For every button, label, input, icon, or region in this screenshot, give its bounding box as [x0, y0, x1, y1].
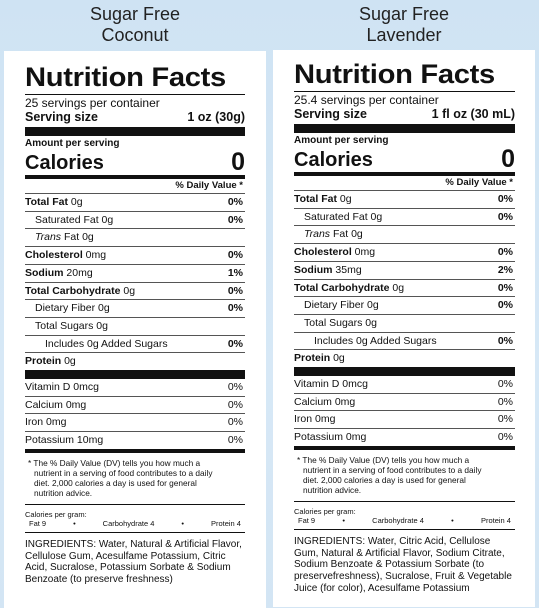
nutrient-row-protein: Protein 0g [25, 352, 245, 370]
daily-value-footnote: * The % Daily Value (DV) tells you how m… [28, 457, 213, 498]
calories-label: Calories [25, 152, 104, 174]
calories-value: 0 [501, 145, 515, 173]
nutrient-row-trans-fat: Trans Fat 0g [294, 225, 515, 243]
calories-per-gram-label: Calories per gram: [25, 509, 87, 519]
nutrient-row-total-sugars: Total Sugars 0g [25, 316, 245, 335]
product-title-line2: Coconut [101, 25, 169, 45]
nutrient-list: Total Fat 0g 0% Saturated Fat 0g 0% Trans … [25, 193, 245, 370]
bullet: • [181, 518, 184, 528]
nutrient-row-sodium: Sodium 20mg 1% [25, 263, 245, 282]
product-title: Sugar Free Coconut [4, 0, 266, 48]
vitamin-row-calcium: Calcium 0mg 0% [294, 392, 515, 411]
amount-per-serving: Amount per serving [25, 138, 120, 149]
nutrition-label: Nutrition Facts 25.4 servings per contai… [273, 50, 535, 607]
calories-per-gram-label: Calories per gram: [294, 506, 356, 516]
vitamin-row-iron: Iron 0mg 0% [25, 413, 245, 431]
cpg-carbohydrate: Carbohydrate 4 [102, 518, 155, 528]
ingredients-text: INGREDIENTS: Water, Natural & Artificial… [25, 538, 242, 586]
nutrition-label: Nutrition Facts 25 servings per containe… [4, 51, 266, 608]
daily-value-header: % Daily Value * [175, 180, 243, 191]
serving-size-label: Serving size [294, 107, 367, 121]
vitamin-list: Vitamin D 0mcg 0% Calcium 0mg 0% Iron 0mg 0… [294, 376, 515, 446]
daily-value-footnote: * The % Daily Value (DV) tells you how m… [297, 454, 482, 495]
calories-per-gram-values: Fat 9 • Carbohydrate 4 • Protein 4 [25, 519, 245, 529]
nutrient-row-dietary-fiber: Dietary Fiber 0g 0% [294, 296, 515, 314]
nutrient-row-sodium: Sodium 35mg 2% [294, 260, 515, 279]
divider-thick [294, 367, 515, 377]
calories-label: Calories [294, 149, 373, 171]
nutrient-row-total-sugars: Total Sugars 0g [294, 313, 515, 332]
nutrient-row-cholesterol: Cholesterol 0mg 0% [294, 243, 515, 261]
bullet: • [342, 515, 345, 525]
product-title: Sugar Free Lavender [273, 0, 535, 48]
bullet: • [73, 518, 76, 528]
divider-thick [25, 370, 245, 380]
calories-row: Calories 0 [294, 147, 515, 172]
amount-per-serving: Amount per serving [294, 135, 389, 146]
nutrient-row-total-fat: Total Fat 0g 0% [294, 190, 515, 208]
cpg-fat: Fat 9 [298, 515, 316, 525]
cpg-protein: Protein 4 [480, 515, 511, 525]
divider-thick [294, 124, 515, 133]
divider [294, 91, 515, 92]
nutrition-facts-heading: Nutrition Facts [25, 62, 226, 92]
divider [25, 94, 245, 95]
nutrient-list: Total Fat 0g 0% Saturated Fat 0g 0% Trans … [294, 190, 515, 367]
divider [294, 500, 515, 502]
nutrition-facts-heading: Nutrition Facts [294, 59, 495, 89]
servings-per-container: 25.4 servings per container [294, 93, 439, 107]
product-coconut: Sugar Free Coconut Nutrition Facts 25 se… [4, 0, 266, 608]
vitamin-row-vitamin-d: Vitamin D 0mcg 0% [25, 381, 243, 394]
daily-value-header: % Daily Value * [445, 177, 513, 188]
divider-medium [25, 175, 245, 179]
vitamin-list: Vitamin D 0mcg 0% Calcium 0mg 0% Iron 0mg 0… [25, 379, 245, 449]
serving-size-value: 1 oz (30g) [187, 110, 245, 124]
ingredients-text: INGREDIENTS: Water, Citric Acid, Cellulo… [294, 535, 512, 595]
divider [25, 503, 245, 505]
servings-per-container: 25 servings per container [25, 96, 160, 110]
cpg-carbohydrate: Carbohydrate 4 [372, 515, 424, 525]
vitamin-row-potassium: Potassium 0mg 0% [294, 428, 515, 446]
product-title-line1: Sugar Free [89, 4, 181, 24]
serving-size-value: 1 fl oz (30 mL) [431, 107, 515, 121]
nutrient-row-added-sugars: Includes 0g Added Sugars 0% [294, 331, 515, 350]
vitamin-row-potassium: Potassium 10mg 0% [25, 431, 245, 449]
divider-medium [25, 448, 245, 453]
nutrient-row-saturated-fat: Saturated Fat 0g 0% [294, 207, 515, 226]
calories-row: Calories 0 [25, 150, 245, 175]
nutrient-row-total-carbohydrate: Total Carbohydrate 0g 0% [294, 278, 515, 297]
calories-per-gram-values: Fat 9 • Carbohydrate 4 • Protein 4 [294, 516, 515, 526]
nutrient-row-saturated-fat: Saturated Fat 0g 0% [25, 210, 245, 229]
bullet: • [451, 515, 454, 525]
nutrient-row-total-carbohydrate: Total Carbohydrate 0g 0% [25, 281, 245, 300]
serving-size-row: Serving size 1 fl oz (30 mL) [294, 107, 515, 124]
product-lavender: Sugar Free Lavender Nutrition Facts 25.4… [273, 0, 535, 607]
calories-value: 0 [231, 148, 245, 176]
divider-medium [294, 172, 515, 176]
nutrient-row-trans-fat: Trans Fat 0g [25, 228, 245, 246]
product-title-line1: Sugar Free [358, 4, 450, 24]
divider-medium [294, 445, 515, 450]
serving-size-label: Serving size [25, 110, 98, 124]
vitamin-row-vitamin-d: Vitamin D 0mcg 0% [294, 378, 513, 391]
nutrient-row-added-sugars: Includes 0g Added Sugars 0% [25, 334, 245, 353]
vitamin-row-iron: Iron 0mg 0% [294, 410, 515, 428]
nutrient-row-total-fat: Total Fat 0g 0% [25, 193, 245, 211]
nutrient-row-protein: Protein 0g [294, 349, 515, 367]
vitamin-row-calcium: Calcium 0mg 0% [25, 395, 245, 414]
nutrient-row-cholesterol: Cholesterol 0mg 0% [25, 246, 245, 264]
cpg-fat: Fat 9 [29, 518, 47, 528]
product-title-line2: Lavender [366, 25, 442, 45]
serving-size-row: Serving size 1 oz (30g) [25, 110, 245, 127]
divider [294, 528, 515, 530]
nutrient-row-dietary-fiber: Dietary Fiber 0g 0% [25, 299, 245, 317]
divider [25, 531, 245, 533]
cpg-protein: Protein 4 [210, 518, 241, 528]
divider-thick [25, 127, 245, 136]
